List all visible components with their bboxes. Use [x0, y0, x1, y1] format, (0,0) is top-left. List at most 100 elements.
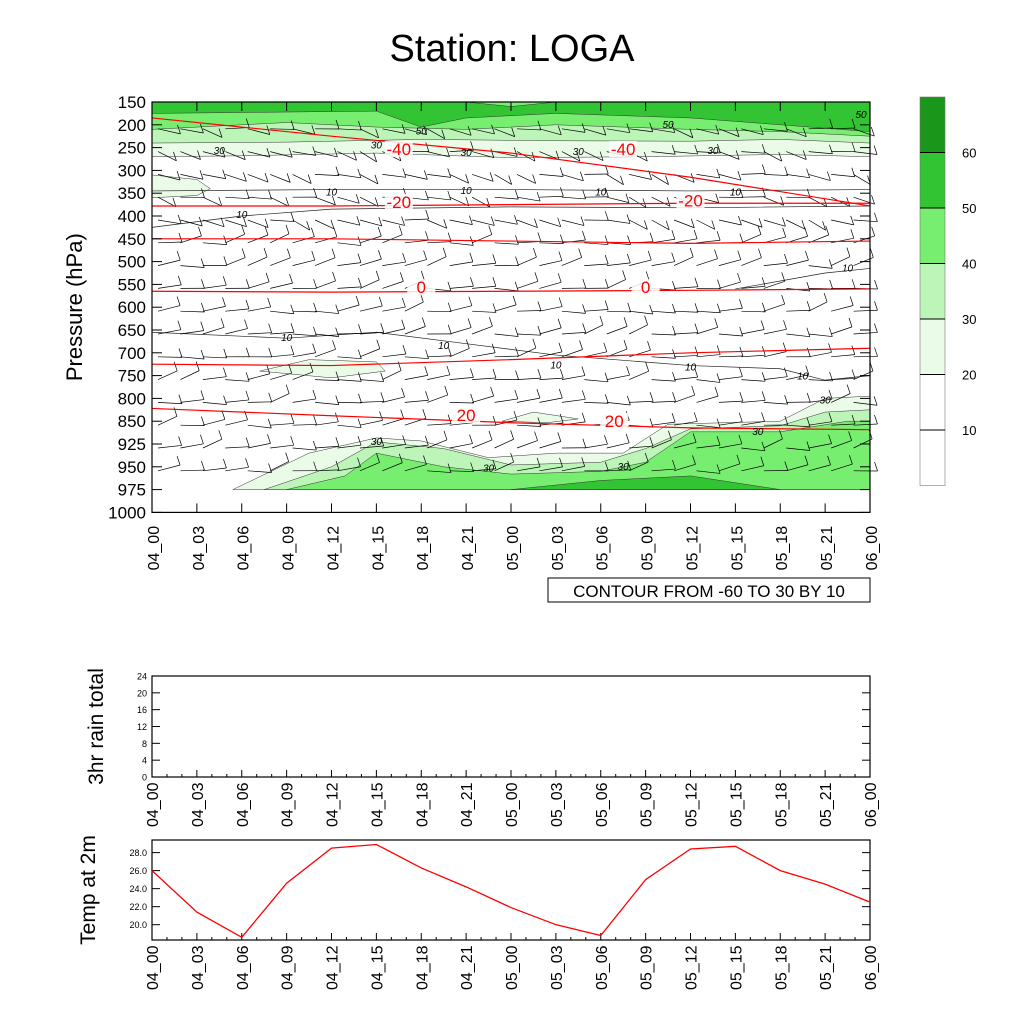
wind-barb-feather: [828, 327, 833, 337]
wind-barb-feather: [423, 250, 427, 260]
wind-barb: [718, 281, 741, 289]
wind-barb-feather: [245, 299, 250, 309]
wind-barb: [180, 356, 205, 360]
wind-barb-feather: [626, 214, 631, 224]
wind-barb: [449, 174, 469, 184]
wind-barb: [606, 262, 631, 266]
wind-barb: [696, 326, 718, 335]
wind-barb: [225, 196, 250, 200]
wind-barb-feather: [447, 414, 452, 424]
wind-barb-feather: [178, 232, 183, 243]
wind-barb-feather: [218, 196, 223, 207]
wind-barb-feather: [223, 458, 227, 469]
wind-barb-feather: [692, 433, 697, 443]
wind-barb: [629, 400, 654, 403]
wind-barb: [404, 326, 426, 335]
wind-barb: [718, 219, 742, 226]
wind-barb: [472, 128, 495, 135]
wind-barb-feather: [534, 272, 539, 282]
temperature-label: -20: [387, 193, 412, 212]
wind-barb-feather: [309, 362, 314, 373]
wind-barb: [382, 306, 406, 312]
wind-barb: [674, 310, 699, 313]
wind-barb-feather: [515, 370, 519, 380]
wind-barb: [741, 257, 762, 266]
wind-barb-feather: [874, 301, 878, 311]
wind-barb-feather: [784, 461, 789, 471]
wind-barb: [247, 306, 271, 312]
wind-barb: [427, 151, 450, 158]
wind-barb: [359, 196, 379, 207]
wind-barb: [202, 306, 226, 312]
wind-barb: [741, 447, 765, 452]
wind-barb-feather: [511, 127, 516, 137]
wind-barb: [247, 281, 270, 289]
wind-barb: [449, 242, 474, 246]
y-tick-label: 950: [118, 458, 146, 477]
rain-x-tick-label: 05_18: [773, 782, 790, 827]
wind-barb-feather: [849, 296, 854, 306]
wind-barb-feather: [643, 151, 648, 162]
temp-x-tick-label: 05_12: [684, 945, 701, 990]
wind-barb-feather: [289, 273, 293, 284]
y-tick-label: 1000: [108, 503, 146, 522]
wind-barb-feather: [199, 170, 204, 180]
wind-barb-feather: [357, 253, 362, 263]
wind-barb-feather: [375, 128, 379, 138]
wind-barb-feather: [223, 235, 228, 245]
wind-barb: [763, 196, 784, 206]
wind-barb-feather: [739, 299, 743, 309]
wind-barb-feather: [672, 281, 676, 291]
wind-barb: [763, 376, 788, 380]
colorbar-box: [919, 152, 946, 209]
rain-plot-frame: [151, 675, 871, 778]
wind-barb-feather: [514, 281, 519, 291]
y-tick-label: 850: [118, 412, 146, 431]
wind-barb-feather: [470, 277, 474, 287]
wind-barb-feather: [761, 441, 766, 451]
wind-barb-feather: [244, 319, 248, 329]
moisture-label: 10: [685, 362, 697, 373]
wind-barb-feather: [178, 348, 183, 358]
moisture-label: 30: [371, 140, 383, 151]
wind-barb-feather: [582, 438, 587, 448]
wind-barb: [516, 466, 541, 472]
wind-barb-feather: [602, 126, 607, 136]
wind-barb-feather: [851, 345, 856, 355]
colorbar-box: [919, 374, 946, 431]
wind-barb: [561, 196, 586, 200]
wind-barb: [202, 402, 227, 406]
wind-barb-feather: [374, 197, 379, 207]
wind-barb-feather: [666, 197, 671, 207]
wind-barb: [606, 402, 631, 406]
wind-barb-feather: [739, 188, 744, 198]
wind-barb-feather: [559, 369, 564, 379]
wind-barb-feather: [402, 297, 406, 308]
wind-barb: [382, 261, 406, 266]
moisture-contours: [151, 189, 871, 381]
wind-barb: [561, 257, 582, 266]
temp-y-axis-label: Temp at 2m: [77, 835, 100, 945]
wind-barb: [202, 219, 225, 228]
x-tick-label: 05_15: [729, 526, 746, 571]
wind-barb-feather: [313, 326, 317, 336]
y-tick-label: 800: [118, 389, 146, 408]
wind-barb-feather: [200, 258, 205, 268]
wind-barb-feather: [671, 252, 676, 262]
shade-patch-mid: [259, 359, 386, 379]
wind-barb-feather: [201, 279, 205, 289]
temp-x-tick-label: 04_18: [414, 945, 431, 990]
wind-barb: [808, 219, 826, 231]
temperature-contour-20: [151, 347, 871, 367]
wind-barb: [763, 219, 786, 227]
wind-barb: [157, 174, 181, 181]
wind-barb-feather: [604, 435, 608, 445]
wind-barb: [808, 127, 833, 130]
wind-barb-feather: [644, 452, 649, 463]
wind-barb: [337, 242, 362, 246]
wind-barb-feather: [357, 168, 362, 178]
wind-barb-feather: [823, 292, 828, 303]
wind-barb: [270, 151, 293, 158]
wind-barb: [427, 219, 447, 229]
wind-barb-feather: [245, 372, 250, 382]
